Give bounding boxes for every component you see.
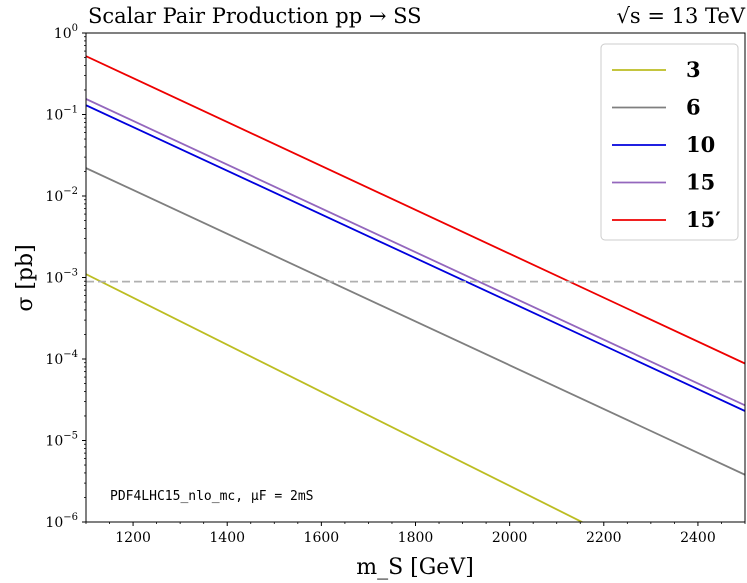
series-line-3: [86, 98, 745, 407]
legend-label-2: 10: [686, 132, 715, 157]
chart-title-right: √s = 13 TeV: [617, 4, 746, 28]
pdf-annotation: PDF4LHC15_nlo_mc, μF = 2mS: [110, 489, 314, 504]
series-line-2: [86, 104, 745, 412]
x-tick-label: 1400: [209, 530, 245, 546]
y-tick-label: 10−5: [45, 431, 78, 450]
x-axis-label: m_S [GeV]: [356, 555, 474, 580]
legend-label-3: 15: [686, 170, 715, 195]
x-axis: 1200 1400 1600 1800 2000 2200 2400: [85, 522, 746, 546]
y-tick-label: 10−3: [45, 268, 78, 287]
legend-label-4: 15′: [686, 207, 721, 232]
y-axis-label: σ [pb]: [13, 244, 38, 311]
series-line-1: [86, 167, 745, 476]
x-tick-label: 2400: [680, 530, 716, 546]
x-tick-label: 1600: [304, 530, 340, 546]
legend: 3 6 10 15 15′: [600, 43, 739, 241]
y-axis: 10−6 10−5 10−4 10−3 10−2 10−1 100: [45, 23, 86, 531]
series-line-0: [86, 273, 584, 522]
x-tick-label: 1800: [398, 530, 434, 546]
y-tick-label: 10−6: [45, 512, 78, 531]
x-tick-label: 2200: [586, 530, 622, 546]
y-tick-label: 10−2: [45, 186, 78, 205]
series-line-4: [86, 55, 745, 365]
series-group: [86, 55, 745, 522]
x-tick-label: 2000: [492, 530, 528, 546]
y-tick-label: 10−4: [45, 349, 78, 368]
y-tick-label: 100: [54, 23, 78, 42]
chart-title-left: Scalar Pair Production pp → SS: [88, 4, 422, 28]
y-tick-label: 10−1: [45, 105, 78, 124]
legend-box: [600, 43, 739, 241]
legend-label-1: 6: [686, 95, 701, 120]
legend-label-0: 3: [686, 57, 701, 82]
x-tick-label: 1200: [115, 530, 151, 546]
